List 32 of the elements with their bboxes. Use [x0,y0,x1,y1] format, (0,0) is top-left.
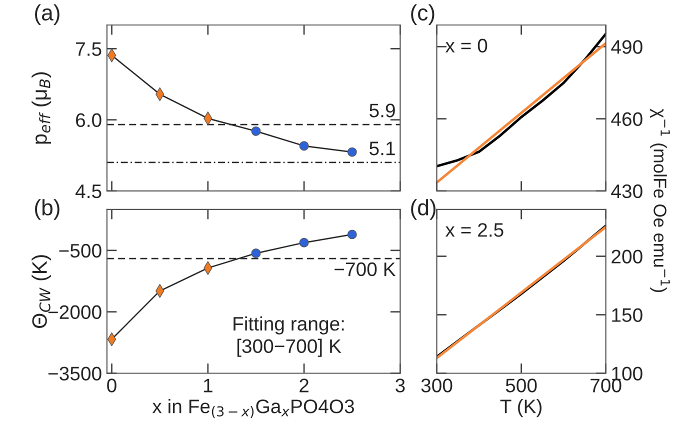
annotation: Fitting range: [300−700] K [234,316,344,357]
y-tick-label: 490 [611,40,642,54]
x-tick-label: 1 [204,378,212,392]
x-axis-title: T (K) [500,399,542,418]
x-tick-label: 3 [396,378,405,392]
y-tick-label: 200 [612,250,642,264]
ref-line-label: 5.1 [370,142,395,156]
y-tick-label: 100 [612,366,642,380]
y-tick-label: −500 [59,244,102,258]
y-tick-label: −3500 [48,366,102,380]
chart-title: (d) [411,199,436,220]
annotation: x = 0 [445,38,488,53]
y-axis-title: p$_{eff}$ (μ$_{B}$) [32,72,52,144]
y-tick-label: 430 [611,184,642,198]
chart-title: (b) [35,199,60,220]
x-axis-title: x in Fe$_{(3−x)}$Ga$_{x}$PO4O3 [152,399,354,418]
y-tick-label: 7.5 [76,42,102,56]
y-axis-title: χ$^{−1}$ (molFe Oe emu$^{−1}$) [650,108,670,292]
y-tick-label: 460 [611,112,642,126]
x-tick-label: 300 [421,378,452,392]
y-tick-label: 4.5 [76,184,102,198]
x-tick-label: 0 [107,378,116,392]
ref-line-label: −700 K [334,262,396,276]
y-tick-label: 6.0 [76,113,102,128]
x-tick-label: 2 [300,378,308,392]
chart-title: (a) [35,4,60,25]
y-tick-label: 150 [612,308,642,322]
annotation: x = 2.5 [445,223,504,237]
ref-line-label: 5.9 [370,104,395,118]
x-tick-label: 500 [506,378,537,392]
chart-title: (c) [411,4,434,25]
x-tick-label: 700 [590,378,622,392]
